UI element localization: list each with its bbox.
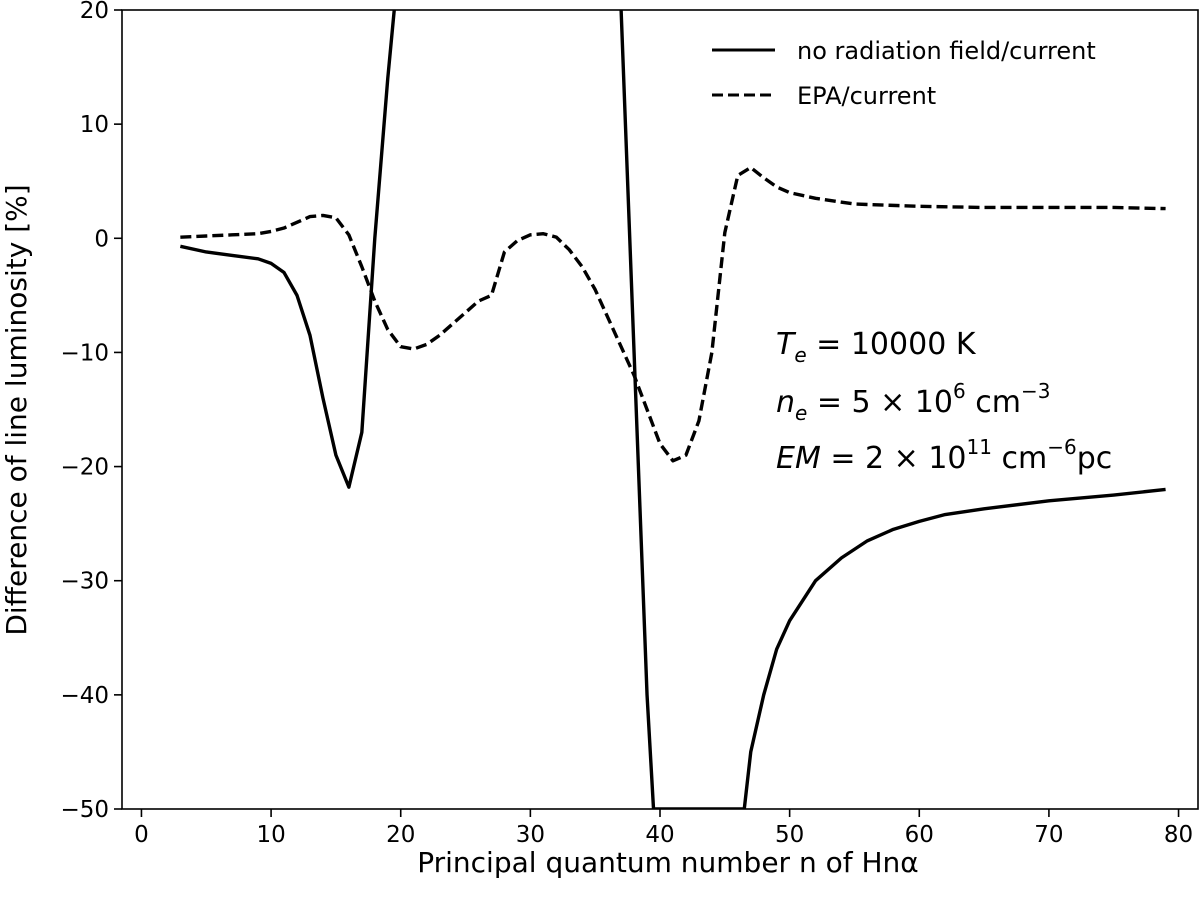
- legend-label-dashed: EPA/current: [797, 82, 936, 110]
- y-tick-label: −10: [60, 340, 109, 366]
- annotation-emission-measure: EM = 2 × 1011 cm−6pc: [776, 435, 1112, 476]
- annotation-temperature: Te = 10000 K: [776, 327, 977, 367]
- x-tick-label: 30: [516, 822, 545, 848]
- plot-frame: [121, 9, 1199, 810]
- y-tick-label: 0: [94, 226, 109, 252]
- legend: no radiation field/current EPA/current: [712, 37, 1096, 110]
- legend-label-solid: no radiation field/current: [797, 37, 1096, 65]
- series-line-no-radiation-field-current: [179, 10, 1166, 809]
- y-tick-label: 10: [80, 112, 109, 138]
- x-tick-label: 40: [645, 822, 674, 848]
- x-tick-label: 80: [1164, 822, 1193, 848]
- x-tick-label: 70: [1034, 822, 1063, 848]
- y-tick-label: −20: [60, 455, 109, 481]
- y-tick-label: 20: [80, 0, 109, 24]
- x-tick-label: 20: [386, 822, 415, 848]
- y-tick-label: −50: [60, 797, 109, 823]
- x-axis-label: Principal quantum number n of Hnα: [417, 846, 919, 879]
- series-line-epa-current: [180, 165, 1166, 463]
- x-tick-label: 50: [775, 822, 804, 848]
- x-tick-label: 10: [256, 822, 285, 848]
- parameter-annotation: Te = 10000 K ne = 5 × 106 cm−3 EM = 2 × …: [776, 327, 1112, 476]
- y-tick-label: −30: [60, 569, 109, 595]
- y-tick-label: −40: [60, 683, 109, 709]
- y-axis-label: Difference of line luminosity [%]: [0, 184, 33, 635]
- x-tick-label: 60: [905, 822, 934, 848]
- annotation-density: ne = 5 × 106 cm−3: [776, 379, 1051, 425]
- x-tick-label: 0: [134, 822, 149, 848]
